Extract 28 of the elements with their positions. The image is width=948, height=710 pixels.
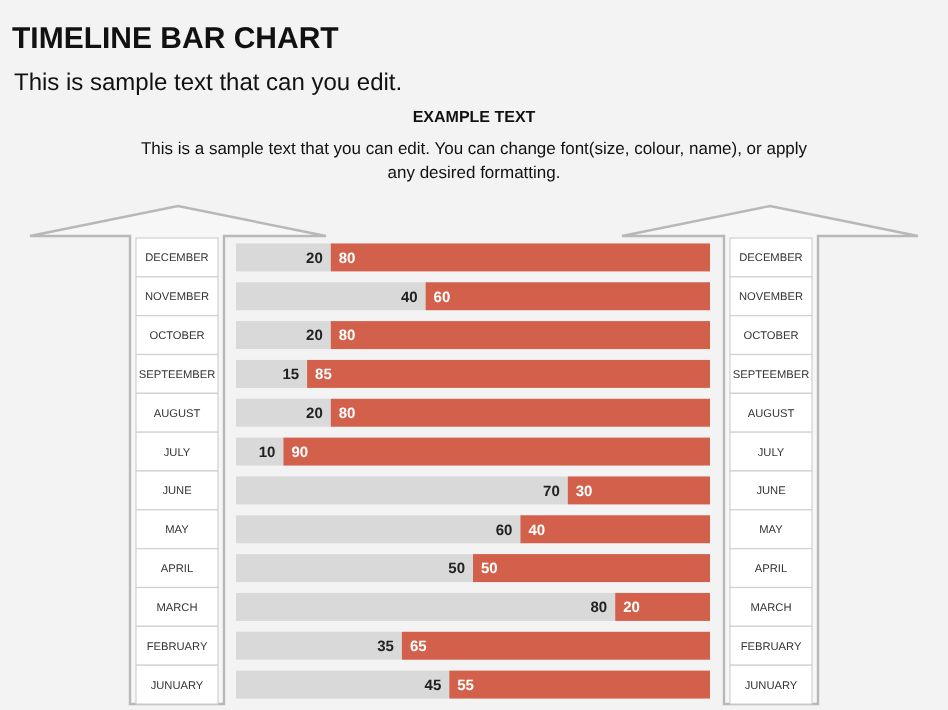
bar	[330, 398, 710, 427]
bar	[330, 321, 710, 350]
text: This is a sample text that you can edit. You can change font(size, colour, name), or apply any desired formatting.	[140, 138, 809, 182]
bar	[615, 592, 710, 621]
bar	[236, 398, 331, 427]
bar	[236, 631, 402, 660]
bar	[236, 243, 331, 272]
bar	[283, 437, 710, 466]
bar	[330, 243, 710, 272]
chart-title: TIMELINE BAR CHART	[12, 22, 339, 56]
bar	[473, 554, 710, 583]
bar	[425, 282, 710, 311]
bar	[567, 476, 710, 505]
bar	[236, 359, 308, 388]
bar	[307, 359, 710, 388]
bar	[449, 670, 710, 699]
bar	[236, 321, 331, 350]
bar	[236, 592, 616, 621]
bar	[236, 437, 284, 466]
bar	[401, 631, 710, 660]
bar	[236, 515, 521, 544]
chart-subtitle: This is sample text that can you edit.	[14, 68, 403, 96]
bar	[236, 670, 450, 699]
text: EXAMPLE TEXT	[412, 108, 536, 126]
bar	[236, 282, 426, 311]
bar	[520, 515, 710, 544]
bar	[236, 476, 568, 505]
bar	[236, 554, 473, 583]
